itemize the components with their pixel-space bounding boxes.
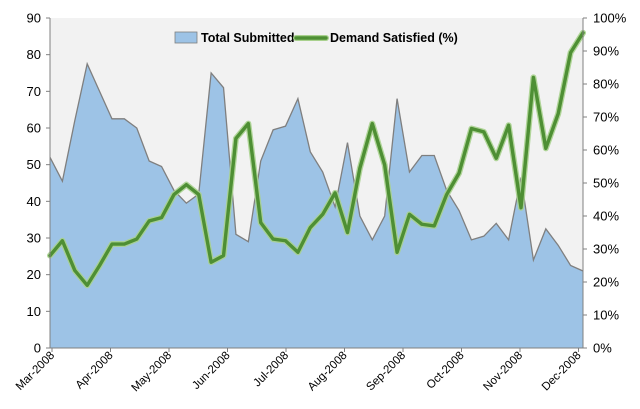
line-series-layer	[47, 29, 586, 289]
x-tick-label: Jul-2008	[251, 350, 291, 390]
x-tick-label: Sep-2008	[364, 350, 408, 394]
x-tick-label: May-2008	[129, 350, 174, 395]
x-tick-label: Aug-2008	[306, 350, 350, 394]
right-tick-label: 90%	[593, 44, 619, 59]
left-tick-label: 30	[27, 231, 41, 246]
x-tick-label: Nov-2008	[481, 350, 525, 394]
right-tick-label: 0%	[593, 341, 612, 356]
right-tick-label: 80%	[593, 77, 619, 92]
legend: Total Submitted Demand Satisfied (%)	[174, 31, 458, 45]
left-tick-label: 60	[27, 121, 41, 136]
x-axis-ticks: Mar-2008 Apr-2008 May-2008 Jun-2008 Jul-2008…	[14, 348, 584, 394]
x-tick-label: Dec-2008	[540, 350, 584, 394]
right-tick-label: 10%	[593, 308, 619, 323]
left-tick-label: 90	[27, 11, 41, 26]
x-tick-label: Apr-2008	[74, 350, 116, 392]
left-tick-label: 80	[27, 47, 41, 62]
right-tick-label: 20%	[593, 275, 619, 290]
right-tick-label: 60%	[593, 143, 619, 158]
area-series-layer	[49, 61, 584, 348]
x-tick-label: Jun-2008	[190, 350, 232, 392]
legend-label-demand-satisfied: Demand Satisfied (%)	[330, 31, 458, 45]
left-tick-label: 70	[27, 84, 41, 99]
right-tick-label: 30%	[593, 242, 619, 257]
legend-swatch-total-submitted	[174, 31, 198, 44]
left-axis-ticks: 0 10 20 30 40 50 60 70 80 90	[27, 11, 50, 356]
area-total-submitted	[50, 63, 583, 348]
left-tick-label: 0	[34, 341, 41, 356]
x-tick-label: Mar-2008	[14, 350, 57, 393]
x-tick-label: Oct-2008	[425, 350, 467, 392]
right-tick-label: 40%	[593, 209, 619, 224]
line-demand-satisfied	[48, 31, 585, 287]
right-tick-label: 70%	[593, 110, 619, 125]
right-tick-label: 100%	[593, 11, 627, 26]
right-tick-label: 50%	[593, 176, 619, 191]
legend-label-total-submitted: Total Submitted	[201, 31, 295, 45]
left-tick-label: 20	[27, 267, 41, 282]
left-tick-label: 10	[27, 304, 41, 319]
right-axis-ticks: 0% 10% 20% 30% 40% 50% 60% 70% 80% 90% 100%	[583, 11, 627, 356]
area-outline-total-submitted	[49, 61, 584, 272]
left-tick-label: 40	[27, 194, 41, 209]
left-tick-label: 50	[27, 157, 41, 172]
